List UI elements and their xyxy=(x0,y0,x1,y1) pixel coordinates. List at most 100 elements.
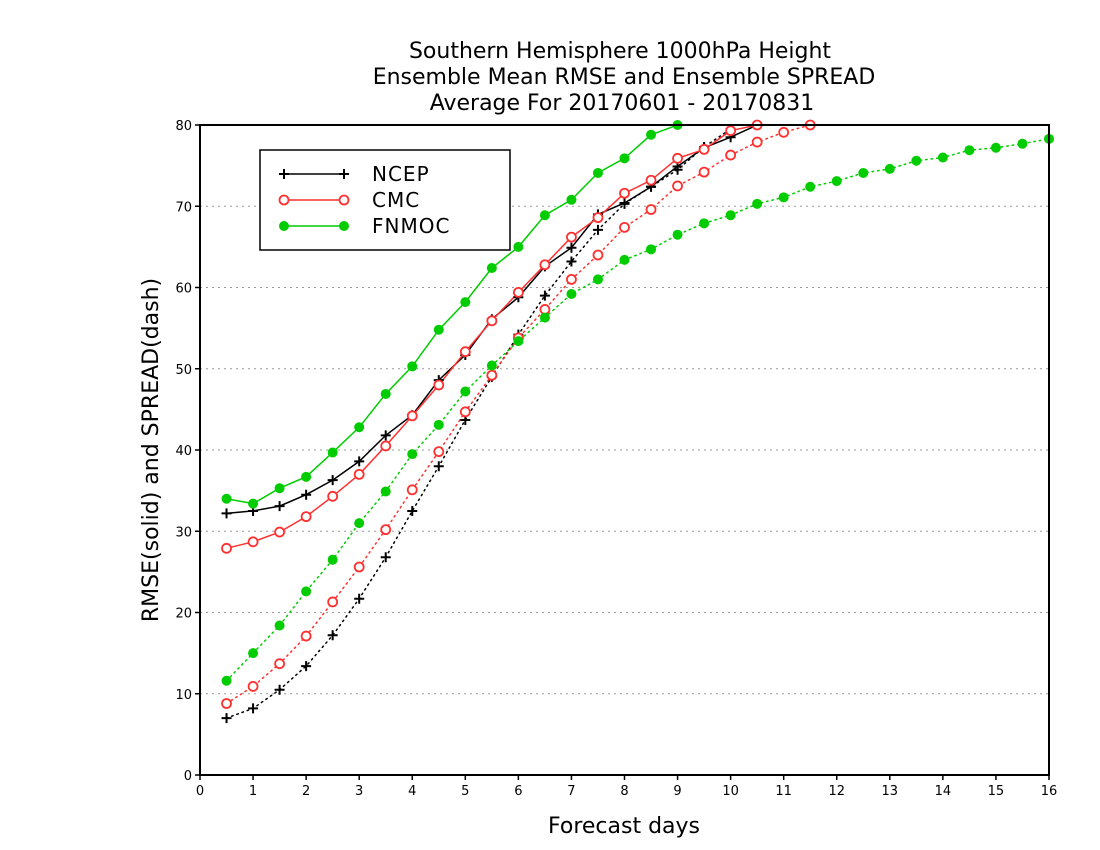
x-tick-label: 14 xyxy=(935,784,952,799)
legend-label-cmc: CMC xyxy=(372,188,420,212)
fnmoc-rmse-point xyxy=(460,297,471,308)
cmc-rmse-point xyxy=(725,125,737,137)
x-tick-label: 1 xyxy=(249,784,257,799)
cmc-rmse-point xyxy=(672,152,683,164)
x-tick-label: 9 xyxy=(673,784,681,799)
y-tick-label: 80 xyxy=(175,119,192,134)
cmc-spread-point xyxy=(751,136,763,148)
fnmoc-spread-point xyxy=(460,386,471,397)
y-tick-label: 70 xyxy=(175,200,192,215)
fnmoc-spread-point xyxy=(301,586,312,597)
y-tick-label: 10 xyxy=(175,688,192,703)
x-tick-label: 12 xyxy=(828,784,845,799)
legend-marker-cmc xyxy=(338,194,350,206)
fnmoc-spread-point xyxy=(884,163,895,174)
x-tick-label: 16 xyxy=(1041,784,1058,799)
x-tick-label: 10 xyxy=(722,784,739,799)
ncep-spread-point xyxy=(433,461,444,472)
ncep-spread-point xyxy=(354,593,365,604)
fnmoc-rmse-point xyxy=(592,167,603,178)
chart-title-line-1: Southern Hemisphere 1000hPa Height xyxy=(409,39,831,64)
fnmoc-rmse-point xyxy=(327,447,338,458)
cmc-spread-point xyxy=(698,166,710,178)
cmc-spread-point xyxy=(725,149,737,161)
fnmoc-spread-point xyxy=(592,274,603,285)
x-tick-label: 13 xyxy=(882,784,899,799)
cmc-spread-point xyxy=(327,596,339,608)
fnmoc-rmse-point xyxy=(433,324,444,335)
chart-title: Southern Hemisphere 1000hPa Height Ensem… xyxy=(373,39,876,116)
legend-marker-cmc xyxy=(278,194,290,206)
cmc-spread-point xyxy=(221,698,232,709)
plot-series xyxy=(221,119,1054,724)
cmc-rmse-point xyxy=(645,174,657,186)
fnmoc-spread-point xyxy=(539,312,550,323)
fnmoc-rmse-point xyxy=(248,498,259,509)
fnmoc-rmse-point xyxy=(539,210,550,221)
x-tick-label: 8 xyxy=(620,784,628,799)
ncep-rmse-point xyxy=(566,242,577,253)
fnmoc-spread-point xyxy=(990,142,1001,153)
ncep-rmse-point xyxy=(221,508,232,519)
x-tick-label: 11 xyxy=(775,784,792,799)
fnmoc-rmse-point xyxy=(619,153,630,164)
fnmoc-spread-point xyxy=(752,198,763,209)
fnmoc-rmse-point xyxy=(513,241,524,252)
fnmoc-spread-point xyxy=(699,218,710,229)
cmc-spread-point xyxy=(566,273,577,285)
fnmoc-spread-point xyxy=(858,167,869,178)
fnmoc-rmse-point xyxy=(274,483,285,494)
x-tick-label: 2 xyxy=(302,784,310,799)
fnmoc-spread-point xyxy=(274,620,285,631)
ncep-spread-point xyxy=(566,256,577,267)
cmc-spread-point xyxy=(459,406,471,418)
fnmoc-spread-point xyxy=(354,518,365,529)
chart-title-line-3: Average For 20170601 - 20170831 xyxy=(430,91,815,116)
fnmoc-spread-point xyxy=(805,181,816,192)
fnmoc-spread-point xyxy=(486,360,497,371)
legend-marker-ncep xyxy=(279,169,289,179)
fnmoc-spread-point xyxy=(1017,138,1028,149)
ncep-rmse-point xyxy=(354,456,365,467)
cmc-spread-point xyxy=(300,630,312,642)
cmc-rmse-point xyxy=(274,526,285,538)
x-axis-label: Forecast days xyxy=(548,814,700,839)
fnmoc-spread-point xyxy=(407,449,418,460)
cmc-spread-point xyxy=(672,180,683,192)
cmc-spread-point xyxy=(778,126,790,138)
cmc-rmse-point xyxy=(539,259,551,271)
fnmoc-spread-point xyxy=(513,336,524,347)
ncep-spread-point xyxy=(301,661,312,672)
fnmoc-rmse-point xyxy=(354,422,365,433)
fnmoc-spread-point xyxy=(380,486,391,497)
cmc-rmse-point xyxy=(459,346,471,358)
cmc-rmse-point xyxy=(698,143,710,155)
cmc-rmse-point xyxy=(619,187,630,199)
fnmoc-spread-point xyxy=(964,145,975,156)
ncep-spread-point xyxy=(327,630,338,641)
fnmoc-spread-point xyxy=(327,554,338,565)
fnmoc-spread-point xyxy=(911,155,922,166)
x-tick-label: 15 xyxy=(988,784,1005,799)
y-tick-label: 50 xyxy=(175,363,192,378)
cmc-spread-point xyxy=(433,446,445,458)
fnmoc-spread-point xyxy=(831,176,842,187)
chart-title-line-2: Ensemble Mean RMSE and Ensemble SPREAD xyxy=(373,65,876,90)
legend-label-fnmoc: FNMOC xyxy=(372,214,450,238)
x-tick-label: 4 xyxy=(408,784,416,799)
fnmoc-spread-point xyxy=(221,675,232,686)
cmc-spread-point xyxy=(353,561,365,573)
y-tick-label: 60 xyxy=(175,282,192,297)
cmc-rmse-point xyxy=(353,468,365,480)
x-tick-label: 3 xyxy=(355,784,363,799)
legend-marker-fnmoc xyxy=(339,221,349,231)
y-tick-label: 0 xyxy=(184,769,192,784)
fnmoc-spread-point xyxy=(937,152,948,163)
legend-marker-ncep xyxy=(339,169,349,179)
cmc-rmse-point xyxy=(486,315,498,327)
ncep-spread-point xyxy=(221,713,232,724)
fnmoc-rmse-point xyxy=(380,388,391,399)
cmc-rmse-point xyxy=(221,542,232,554)
y-tick-label: 40 xyxy=(175,444,192,459)
